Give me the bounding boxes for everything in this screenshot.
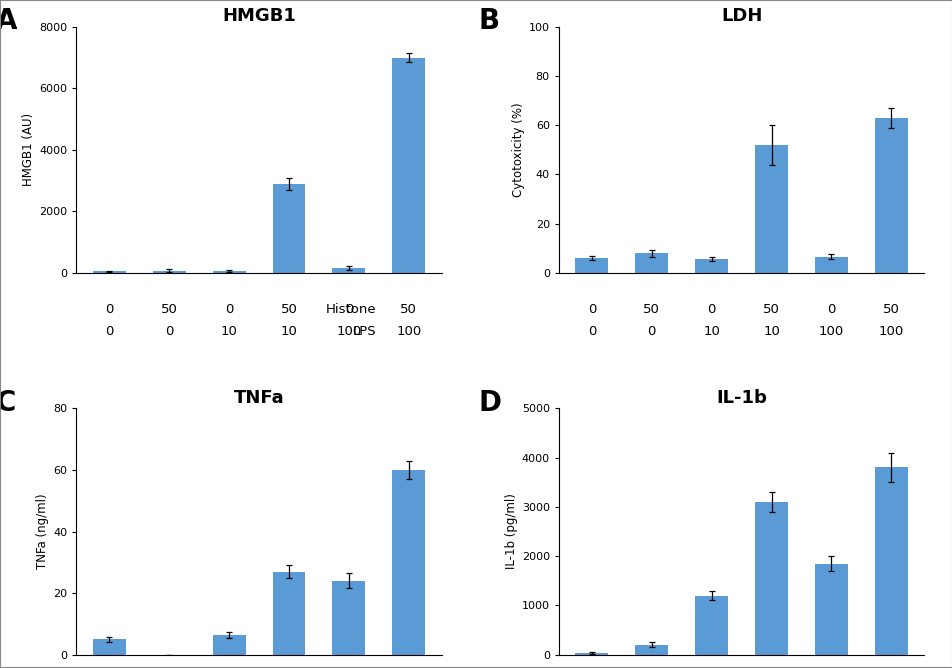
Text: 0: 0 <box>587 325 595 338</box>
Text: C: C <box>0 389 16 417</box>
Bar <box>152 271 186 273</box>
Title: IL-1b: IL-1b <box>715 389 766 407</box>
Bar <box>874 468 907 655</box>
Bar <box>212 271 246 273</box>
Text: 50: 50 <box>643 303 660 315</box>
Text: 10: 10 <box>221 325 237 338</box>
Text: 50: 50 <box>400 303 417 315</box>
Y-axis label: IL-1b (pg/ml): IL-1b (pg/ml) <box>504 494 517 569</box>
Bar <box>575 259 607 273</box>
Text: 100: 100 <box>396 325 421 338</box>
Bar <box>332 580 365 655</box>
Text: 100: 100 <box>336 325 361 338</box>
Text: LPS: LPS <box>352 325 376 338</box>
Bar <box>332 269 365 273</box>
Text: 10: 10 <box>280 325 297 338</box>
Text: 50: 50 <box>280 303 297 315</box>
Text: 0: 0 <box>706 303 715 315</box>
Text: 0: 0 <box>345 303 352 315</box>
Bar <box>272 184 306 273</box>
Text: 0: 0 <box>105 303 113 315</box>
Bar <box>92 639 126 655</box>
Text: 10: 10 <box>703 325 720 338</box>
Text: B: B <box>478 7 499 35</box>
Bar <box>92 271 126 273</box>
Text: 0: 0 <box>105 325 113 338</box>
Bar <box>754 145 787 273</box>
Text: 0: 0 <box>165 325 173 338</box>
Text: 100: 100 <box>878 325 903 338</box>
Bar <box>694 596 727 655</box>
Bar <box>392 470 425 655</box>
Bar <box>694 259 727 273</box>
Title: HMGB1: HMGB1 <box>222 7 296 25</box>
Text: 0: 0 <box>647 325 655 338</box>
Bar <box>874 118 907 273</box>
Y-axis label: TNFa (ng/ml): TNFa (ng/ml) <box>36 494 49 569</box>
Text: A: A <box>0 7 17 35</box>
Text: 50: 50 <box>882 303 899 315</box>
Text: Histone: Histone <box>325 303 376 315</box>
Bar <box>635 645 667 655</box>
Bar <box>814 257 847 273</box>
Text: 0: 0 <box>225 303 233 315</box>
Bar <box>635 253 667 273</box>
Title: TNFa: TNFa <box>233 389 284 407</box>
Bar <box>272 572 306 655</box>
Text: 10: 10 <box>763 325 779 338</box>
Bar <box>212 635 246 655</box>
Title: LDH: LDH <box>720 7 762 25</box>
Text: 100: 100 <box>818 325 843 338</box>
Bar <box>575 653 607 655</box>
Text: 0: 0 <box>587 303 595 315</box>
Bar <box>754 502 787 655</box>
Text: 0: 0 <box>826 303 835 315</box>
Bar <box>814 564 847 655</box>
Text: D: D <box>478 389 501 417</box>
Bar <box>392 57 425 273</box>
Text: 50: 50 <box>763 303 779 315</box>
Text: 50: 50 <box>161 303 177 315</box>
Y-axis label: Cytotoxicity (%): Cytotoxicity (%) <box>511 102 524 197</box>
Y-axis label: HMGB1 (AU): HMGB1 (AU) <box>22 114 35 186</box>
